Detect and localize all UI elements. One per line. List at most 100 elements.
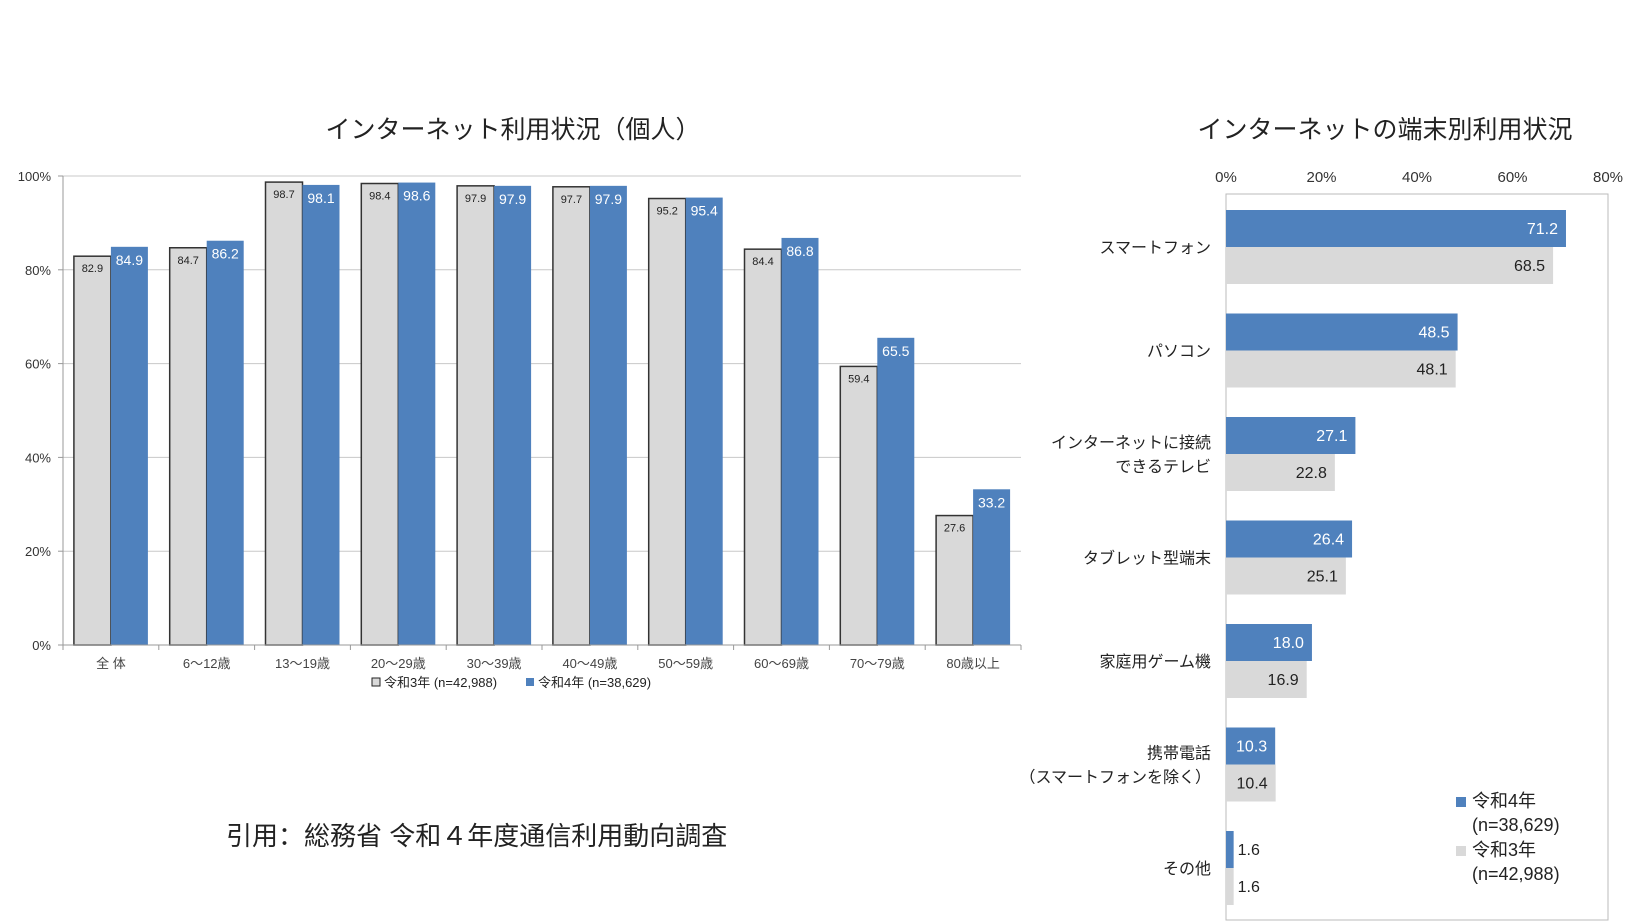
y-tick-label: 0% [32, 638, 51, 653]
x-tick-label: 0% [1215, 169, 1237, 186]
x-tick-label: 30〜39歳 [467, 656, 522, 671]
data-label: 98.6 [403, 188, 430, 204]
x-tick-label: 80歳以上 [946, 656, 999, 671]
data-label: 68.5 [1514, 258, 1545, 275]
bar-reiwa3 [1226, 454, 1335, 491]
data-label: 1.6 [1238, 879, 1260, 896]
legend-label: 令和3年 [1472, 840, 1536, 860]
data-label: 84.7 [177, 255, 198, 267]
category-label: （スマートフォンを除く） [1019, 769, 1211, 787]
data-label: 22.8 [1296, 465, 1327, 482]
data-label: 97.9 [465, 193, 486, 205]
x-tick-label: 50〜59歳 [658, 656, 713, 671]
bar-reiwa3 [1226, 247, 1554, 284]
bar-reiwa4 [589, 185, 627, 645]
data-label: 71.2 [1527, 221, 1558, 238]
data-label: 84.4 [752, 256, 773, 268]
bar-reiwa4 [398, 182, 436, 646]
data-label: 98.1 [307, 190, 334, 206]
bar-reiwa4 [206, 240, 244, 646]
data-label: 10.3 [1236, 739, 1267, 756]
left-chart-title: インターネット利用状況（個人） [325, 116, 701, 144]
data-label: 86.8 [786, 243, 813, 259]
data-label: 86.2 [212, 246, 239, 262]
bar-reiwa4 [1226, 210, 1566, 247]
x-tick-label: 80% [1593, 169, 1623, 186]
x-tick-label: 40% [1402, 169, 1432, 186]
data-label: 1.6 [1238, 842, 1260, 859]
data-label: 97.9 [595, 191, 622, 207]
bar-reiwa4 [1226, 831, 1234, 868]
data-label: 84.9 [116, 252, 143, 268]
legend-label: 令和3年 (n=42,988) [384, 675, 497, 690]
x-tick-label: 20〜29歳 [371, 656, 426, 671]
y-tick-label: 80% [25, 263, 51, 278]
bar-reiwa3 [552, 186, 591, 646]
data-label: 97.7 [561, 194, 582, 206]
bar-reiwa3 [1226, 661, 1307, 698]
category-label: 家庭用ゲーム機 [1099, 653, 1211, 671]
bar-reiwa4 [1226, 624, 1312, 661]
legend-label: (n=38,629) [1472, 815, 1560, 835]
bar-reiwa3 [360, 182, 400, 646]
legend-label: 令和4年 [1472, 791, 1536, 811]
bar-reiwa4 [877, 337, 915, 645]
x-tick-label: 全 体 [96, 656, 126, 671]
bar-reiwa3 [1226, 764, 1276, 802]
bar-reiwa4 [1226, 520, 1353, 558]
data-label: 25.1 [1307, 569, 1338, 586]
legend-label: 令和4年 (n=38,629) [538, 675, 651, 690]
bar-reiwa4 [110, 246, 148, 645]
bar-reiwa3 [743, 248, 783, 646]
right-chart-title: インターネットの端末別利用状況 [1197, 116, 1573, 144]
data-label: 48.1 [1417, 362, 1448, 379]
legend-swatch [1456, 846, 1466, 856]
data-label: 27.6 [944, 523, 965, 535]
bar-reiwa3 [264, 181, 304, 646]
category-label: その他 [1163, 860, 1211, 878]
bar-reiwa4 [302, 184, 340, 645]
bar-reiwa3 [647, 197, 687, 646]
bar-reiwa4 [1226, 417, 1356, 454]
data-label: 48.5 [1418, 325, 1449, 342]
category-label: 携帯電話 [1147, 745, 1211, 763]
bar-reiwa4 [1226, 313, 1458, 351]
category-label: パソコン [1147, 344, 1211, 361]
x-tick-label: 60〜69歳 [754, 656, 809, 671]
bar-reiwa3 [456, 185, 495, 646]
bar-reiwa3 [1226, 557, 1346, 595]
data-label: 10.4 [1237, 776, 1268, 793]
x-tick-label: 70〜79歳 [850, 656, 905, 671]
data-label: 18.0 [1273, 635, 1304, 652]
category-label: タブレット型端末 [1083, 549, 1211, 568]
bar-reiwa4 [685, 197, 723, 645]
data-label: 98.4 [369, 191, 390, 203]
bar-reiwa3 [73, 255, 112, 646]
data-label: 95.2 [656, 206, 677, 218]
data-label: 27.1 [1316, 428, 1347, 445]
bar-reiwa4 [973, 489, 1011, 645]
data-label: 98.7 [273, 189, 294, 201]
y-tick-label: 60% [25, 357, 51, 372]
bar-reiwa4 [781, 237, 819, 645]
legend-swatch [1456, 797, 1466, 807]
citation: 引用：総務省 令和４年度通信利用動向調査 [226, 821, 728, 851]
bar-reiwa3 [1226, 350, 1456, 388]
data-label: 65.5 [882, 343, 909, 359]
data-label: 97.9 [499, 191, 526, 207]
x-tick-label: 13〜19歳 [275, 656, 330, 671]
data-label: 59.4 [848, 373, 869, 385]
legend-swatch [371, 677, 381, 687]
category-label: できるテレビ [1115, 458, 1211, 476]
legend-label: (n=42,988) [1472, 864, 1560, 884]
bar-reiwa3 [1226, 868, 1234, 905]
x-tick-label: 6〜12歳 [183, 656, 231, 671]
data-label: 33.2 [978, 494, 1005, 510]
y-tick-label: 20% [25, 544, 51, 559]
legend-swatch [526, 678, 534, 686]
category-label: インターネットに接続 [1051, 434, 1211, 452]
category-label: スマートフォン [1099, 240, 1211, 257]
x-tick-label: 60% [1497, 169, 1527, 186]
data-label: 82.9 [82, 263, 103, 275]
